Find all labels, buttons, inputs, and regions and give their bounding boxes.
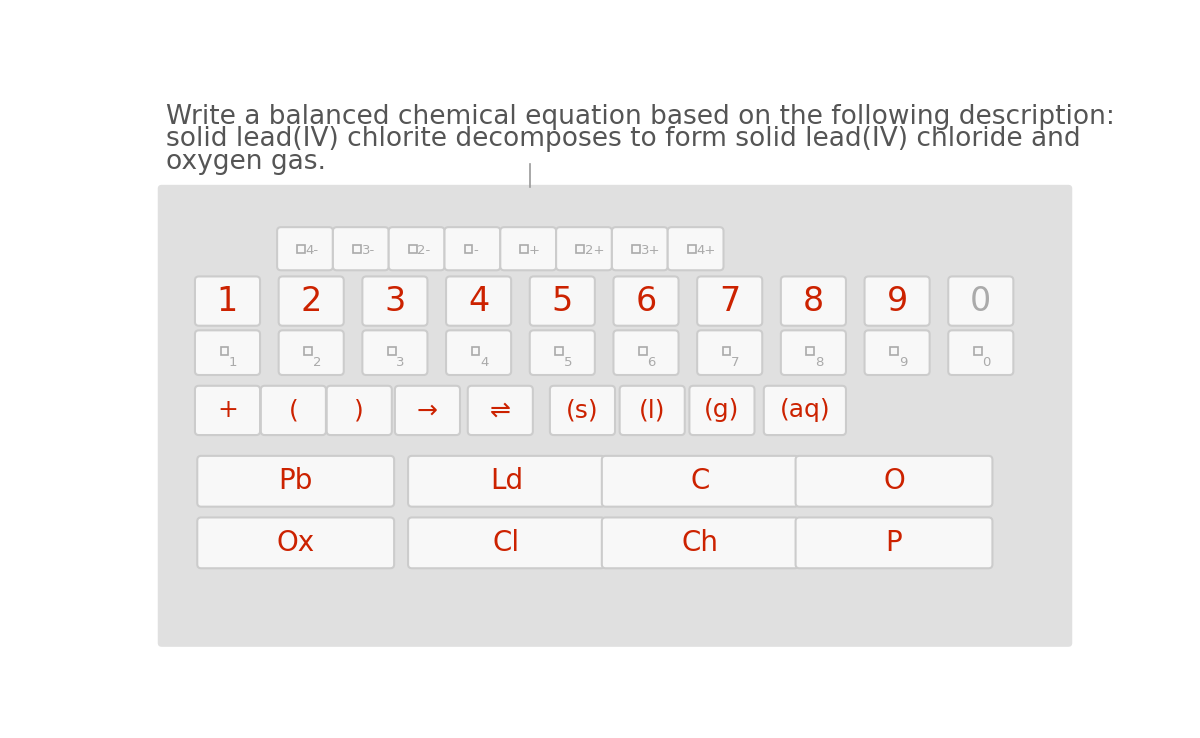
Text: ⇌: ⇌ bbox=[490, 399, 511, 422]
Text: oxygen gas.: oxygen gas. bbox=[166, 148, 325, 175]
FancyBboxPatch shape bbox=[362, 331, 427, 375]
FancyBboxPatch shape bbox=[278, 277, 343, 325]
FancyBboxPatch shape bbox=[667, 227, 724, 270]
FancyBboxPatch shape bbox=[948, 277, 1013, 325]
FancyBboxPatch shape bbox=[948, 331, 1013, 375]
FancyBboxPatch shape bbox=[408, 456, 605, 507]
FancyBboxPatch shape bbox=[260, 386, 326, 435]
FancyBboxPatch shape bbox=[550, 386, 616, 435]
Text: ): ) bbox=[354, 399, 364, 422]
Text: 2-: 2- bbox=[418, 244, 431, 257]
Text: +: + bbox=[529, 244, 540, 257]
FancyBboxPatch shape bbox=[197, 456, 394, 507]
FancyBboxPatch shape bbox=[194, 386, 260, 435]
Text: 4: 4 bbox=[468, 285, 490, 317]
Text: 4-: 4- bbox=[306, 244, 319, 257]
FancyBboxPatch shape bbox=[864, 331, 930, 375]
FancyBboxPatch shape bbox=[602, 456, 799, 507]
Text: 6: 6 bbox=[648, 356, 656, 369]
Text: Pb: Pb bbox=[278, 467, 313, 495]
FancyBboxPatch shape bbox=[612, 227, 667, 270]
FancyBboxPatch shape bbox=[529, 331, 595, 375]
Text: Ox: Ox bbox=[277, 529, 314, 557]
FancyBboxPatch shape bbox=[697, 277, 762, 325]
Text: (g): (g) bbox=[704, 399, 739, 422]
FancyBboxPatch shape bbox=[781, 331, 846, 375]
Text: 5: 5 bbox=[552, 285, 572, 317]
FancyBboxPatch shape bbox=[468, 386, 533, 435]
FancyBboxPatch shape bbox=[326, 386, 391, 435]
Text: 8: 8 bbox=[815, 356, 823, 369]
Text: 0: 0 bbox=[983, 356, 991, 369]
FancyBboxPatch shape bbox=[197, 517, 394, 568]
FancyBboxPatch shape bbox=[619, 386, 685, 435]
Text: 9: 9 bbox=[887, 285, 907, 317]
FancyBboxPatch shape bbox=[157, 184, 1073, 646]
FancyBboxPatch shape bbox=[697, 331, 762, 375]
FancyBboxPatch shape bbox=[613, 331, 678, 375]
Text: 0: 0 bbox=[970, 285, 991, 317]
FancyBboxPatch shape bbox=[194, 331, 260, 375]
Text: 5: 5 bbox=[564, 356, 572, 369]
Text: 1: 1 bbox=[229, 356, 238, 369]
FancyBboxPatch shape bbox=[613, 277, 678, 325]
FancyBboxPatch shape bbox=[796, 456, 992, 507]
FancyBboxPatch shape bbox=[529, 277, 595, 325]
FancyBboxPatch shape bbox=[764, 386, 846, 435]
Text: 9: 9 bbox=[899, 356, 907, 369]
Text: 8: 8 bbox=[803, 285, 824, 317]
FancyBboxPatch shape bbox=[446, 331, 511, 375]
FancyBboxPatch shape bbox=[332, 227, 389, 270]
Text: solid lead(IV) chlorite decomposes to form solid lead(IV) chloride and: solid lead(IV) chlorite decomposes to fo… bbox=[166, 126, 1080, 152]
FancyBboxPatch shape bbox=[277, 227, 332, 270]
Text: 2+: 2+ bbox=[584, 244, 605, 257]
FancyBboxPatch shape bbox=[395, 386, 460, 435]
FancyBboxPatch shape bbox=[781, 277, 846, 325]
Text: 4: 4 bbox=[480, 356, 488, 369]
Text: Cl: Cl bbox=[493, 529, 520, 557]
FancyBboxPatch shape bbox=[278, 331, 343, 375]
Text: Write a balanced chemical equation based on the following description:: Write a balanced chemical equation based… bbox=[166, 104, 1115, 130]
Text: →: → bbox=[416, 399, 438, 422]
Text: P: P bbox=[886, 529, 902, 557]
Text: 7: 7 bbox=[719, 285, 740, 317]
Text: Ld: Ld bbox=[490, 467, 523, 495]
FancyBboxPatch shape bbox=[444, 227, 500, 270]
Text: 3: 3 bbox=[384, 285, 406, 317]
FancyBboxPatch shape bbox=[446, 277, 511, 325]
Text: 7: 7 bbox=[731, 356, 739, 369]
Text: 3+: 3+ bbox=[641, 244, 660, 257]
Text: Ch: Ch bbox=[682, 529, 719, 557]
Text: C: C bbox=[690, 467, 710, 495]
Text: 2: 2 bbox=[300, 285, 322, 317]
Text: 2: 2 bbox=[313, 356, 322, 369]
Text: (s): (s) bbox=[566, 399, 599, 422]
FancyBboxPatch shape bbox=[500, 227, 556, 270]
Text: O: O bbox=[883, 467, 905, 495]
FancyBboxPatch shape bbox=[556, 227, 612, 270]
Text: (: ( bbox=[288, 399, 299, 422]
FancyBboxPatch shape bbox=[602, 517, 799, 568]
FancyBboxPatch shape bbox=[689, 386, 755, 435]
Text: 6: 6 bbox=[635, 285, 656, 317]
Text: 4+: 4+ bbox=[696, 244, 715, 257]
FancyBboxPatch shape bbox=[864, 277, 930, 325]
FancyBboxPatch shape bbox=[796, 517, 992, 568]
FancyBboxPatch shape bbox=[389, 227, 444, 270]
Text: 1: 1 bbox=[217, 285, 238, 317]
Text: 3-: 3- bbox=[361, 244, 374, 257]
FancyBboxPatch shape bbox=[194, 277, 260, 325]
FancyBboxPatch shape bbox=[362, 277, 427, 325]
Text: +: + bbox=[217, 399, 238, 422]
Text: (aq): (aq) bbox=[780, 399, 830, 422]
Text: 3: 3 bbox=[396, 356, 404, 369]
Text: (l): (l) bbox=[638, 399, 666, 422]
FancyBboxPatch shape bbox=[408, 517, 605, 568]
Text: -: - bbox=[473, 244, 478, 257]
